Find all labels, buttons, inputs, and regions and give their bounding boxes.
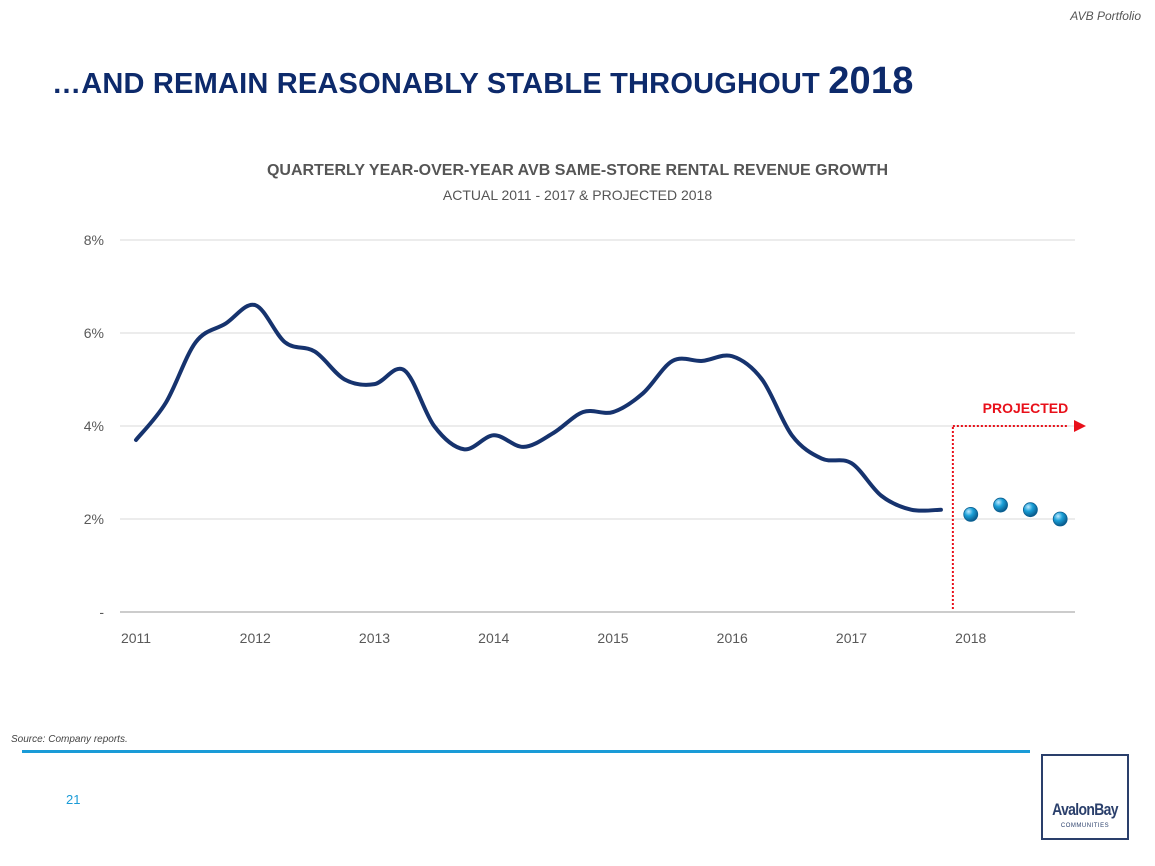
y-tick-label: - bbox=[99, 604, 104, 620]
y-tick-label: 6% bbox=[84, 325, 104, 341]
x-axis-ticks: 2011 2012 2013 2014 2015 2016 2017 2018 bbox=[121, 630, 987, 646]
x-tick-label: 2013 bbox=[359, 630, 390, 646]
growth-chart: -2%4%6%8% 2011 2012 2013 2014 2015 2016 2017 20… bbox=[84, 232, 1086, 646]
logo-subtitle: COMMUNITIES bbox=[1060, 823, 1110, 829]
x-tick-label: 2017 bbox=[836, 630, 867, 646]
source-note: Source: Company reports. bbox=[11, 734, 128, 745]
grid-layer bbox=[120, 239, 1075, 613]
logo-name: AvalonBay bbox=[1052, 800, 1118, 819]
actual-growth-line bbox=[134, 302, 943, 513]
x-tick-label: 2016 bbox=[717, 630, 748, 646]
y-tick-label: 2% bbox=[84, 511, 104, 527]
x-tick-label: 2011 bbox=[121, 630, 151, 646]
projection-label: PROJECTED bbox=[983, 400, 1069, 416]
y-axis-ticks: - 2% 4% 6% 8% bbox=[84, 232, 105, 620]
x-tick-label: 2014 bbox=[478, 630, 509, 646]
chart-subtitle: ACTUAL 2011 - 2017 & PROJECTED 2018 bbox=[442, 187, 713, 203]
y-tick-label: 4% bbox=[84, 418, 104, 434]
projected-point bbox=[1022, 502, 1038, 518]
projection-annotation: PROJECTED bbox=[951, 400, 1086, 609]
avalonbay-logo: AvalonBay COMMUNITIES bbox=[1041, 754, 1129, 840]
projected-point bbox=[993, 497, 1008, 513]
projected-point bbox=[963, 506, 979, 522]
y-tick-label: 8% bbox=[84, 232, 104, 248]
projected-point bbox=[1052, 511, 1068, 527]
footer-rule bbox=[22, 750, 1030, 753]
page-number: 21 bbox=[66, 792, 81, 807]
page-title-main: …AND REMAIN REASONABLY STABLE THROUGHOUT bbox=[52, 68, 829, 100]
page-title: …AND REMAIN REASONABLY STABLE THROUGHOUT… bbox=[52, 60, 914, 103]
x-tick-label: 2012 bbox=[240, 630, 271, 646]
x-tick-label: 2015 bbox=[597, 630, 628, 646]
chart-title: QUARTERLY YEAR-OVER-YEAR AVB SAME-STORE … bbox=[266, 162, 889, 179]
x-tick-label: 2018 bbox=[955, 630, 986, 646]
page-title-year: 2018 bbox=[828, 60, 914, 102]
projection-arrowhead bbox=[1074, 420, 1086, 432]
series-layer bbox=[134, 302, 1068, 527]
header-tag: AVB Portfolio bbox=[1070, 9, 1141, 23]
